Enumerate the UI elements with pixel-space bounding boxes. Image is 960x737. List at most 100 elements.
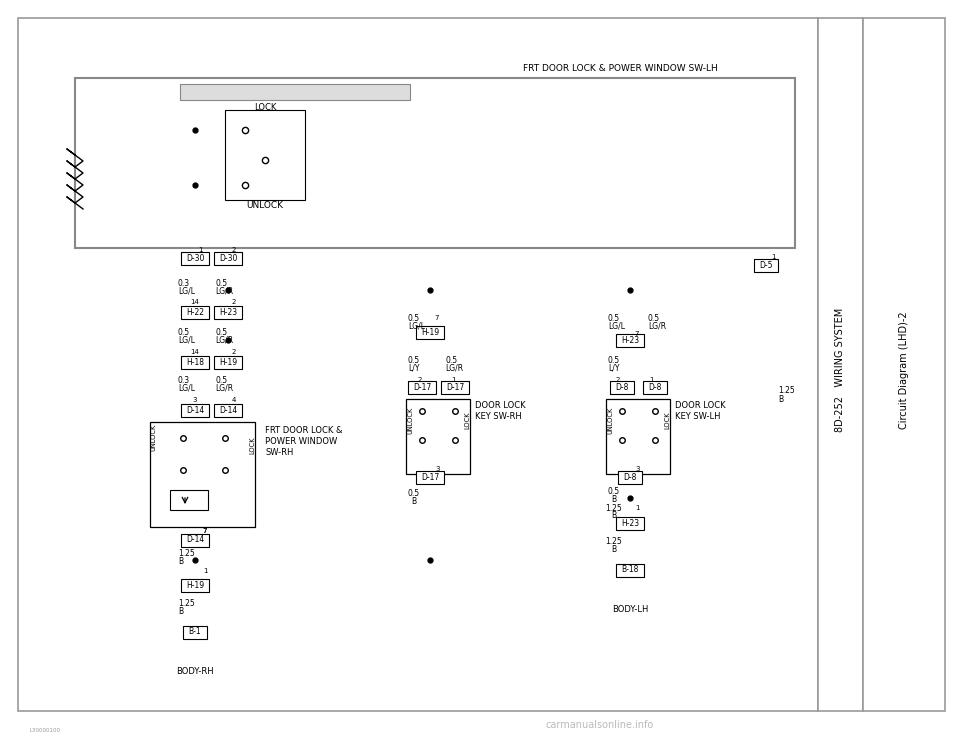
Text: B: B <box>178 556 183 565</box>
Text: H-22: H-22 <box>186 307 204 316</box>
Text: LOCK: LOCK <box>249 436 255 454</box>
Bar <box>181 534 209 547</box>
Text: D-17: D-17 <box>445 383 464 391</box>
Text: UNLOCK: UNLOCK <box>607 406 613 433</box>
Text: H-19: H-19 <box>420 327 439 337</box>
Text: L/Y: L/Y <box>408 363 420 372</box>
Bar <box>225 110 305 200</box>
Text: LG/R: LG/R <box>648 321 666 330</box>
Bar <box>610 380 634 394</box>
Text: D-17: D-17 <box>420 472 439 481</box>
Text: D-30: D-30 <box>219 254 237 262</box>
Text: 0.5: 0.5 <box>608 486 620 495</box>
Text: D-14: D-14 <box>186 536 204 545</box>
Text: 0.5: 0.5 <box>215 375 228 385</box>
Bar <box>616 517 644 529</box>
Text: B-18: B-18 <box>621 565 638 575</box>
Text: D-8: D-8 <box>623 472 636 481</box>
Bar <box>183 626 207 638</box>
Text: 0.5: 0.5 <box>408 355 420 365</box>
Text: 1: 1 <box>649 377 653 383</box>
Text: D-14: D-14 <box>219 405 237 414</box>
Text: L/Y: L/Y <box>608 363 619 372</box>
Bar <box>863 18 945 711</box>
Text: 0.5: 0.5 <box>178 327 190 337</box>
Text: 1: 1 <box>635 505 639 511</box>
Bar <box>616 564 644 576</box>
Bar <box>754 259 778 271</box>
Text: LOCK: LOCK <box>464 411 470 429</box>
Bar <box>214 251 242 265</box>
Bar <box>214 403 242 416</box>
Text: 1: 1 <box>451 377 455 383</box>
Text: 2: 2 <box>231 349 236 355</box>
Text: B: B <box>412 497 417 506</box>
Text: 7: 7 <box>635 331 639 337</box>
Text: LG/L: LG/L <box>408 321 425 330</box>
Bar <box>818 18 863 711</box>
Text: 0.3: 0.3 <box>178 279 190 287</box>
Text: B: B <box>612 511 616 520</box>
Text: 1.25: 1.25 <box>178 548 195 557</box>
Bar <box>441 380 469 394</box>
Text: FRT DOOR LOCK &: FRT DOOR LOCK & <box>265 425 343 435</box>
Text: 2: 2 <box>615 377 620 383</box>
Text: 1.25: 1.25 <box>778 385 795 394</box>
Text: 3: 3 <box>636 466 640 472</box>
Text: LOCK: LOCK <box>664 411 670 429</box>
Text: DOOR LOCK: DOOR LOCK <box>675 400 726 410</box>
Text: 14: 14 <box>191 299 200 305</box>
Text: LG/L: LG/L <box>178 287 195 296</box>
Text: B: B <box>612 495 616 503</box>
Text: 0.3: 0.3 <box>178 375 190 385</box>
Text: UNLOCK: UNLOCK <box>247 200 283 209</box>
Text: 0.5: 0.5 <box>408 313 420 323</box>
Text: BODY-LH: BODY-LH <box>612 606 648 615</box>
Bar <box>75 78 795 248</box>
Text: H-23: H-23 <box>621 335 639 344</box>
Text: BODY-RH: BODY-RH <box>177 668 214 677</box>
Bar <box>416 326 444 338</box>
Text: KEY SW-LH: KEY SW-LH <box>675 411 721 421</box>
Text: H-23: H-23 <box>621 519 639 528</box>
Text: 0.5: 0.5 <box>608 355 620 365</box>
Text: carmanualsonline.info: carmanualsonline.info <box>546 720 654 730</box>
Bar <box>214 306 242 318</box>
Text: 2: 2 <box>231 247 236 253</box>
Text: DOOR LOCK: DOOR LOCK <box>475 400 526 410</box>
Text: D-5: D-5 <box>759 260 773 270</box>
Bar <box>181 306 209 318</box>
Text: LG/R: LG/R <box>215 287 233 296</box>
Text: 7: 7 <box>203 528 207 534</box>
Bar <box>170 490 208 510</box>
Text: 7: 7 <box>435 315 440 321</box>
Text: D-17: D-17 <box>413 383 431 391</box>
Text: 14: 14 <box>191 349 200 355</box>
Text: LG/R: LG/R <box>215 335 233 344</box>
Text: D-30: D-30 <box>186 254 204 262</box>
Text: 1.25: 1.25 <box>606 537 622 545</box>
Text: 0.5: 0.5 <box>215 279 228 287</box>
Text: LG/R: LG/R <box>445 363 463 372</box>
Bar <box>214 355 242 368</box>
Text: 3: 3 <box>436 466 441 472</box>
Text: 1: 1 <box>198 247 203 253</box>
Text: 2: 2 <box>418 377 422 383</box>
Text: 3: 3 <box>193 397 197 403</box>
Bar <box>606 399 670 474</box>
Text: 8D-252   WIRING SYSTEM: 8D-252 WIRING SYSTEM <box>835 308 845 432</box>
Text: 7: 7 <box>203 528 207 534</box>
Text: 0.5: 0.5 <box>648 313 660 323</box>
Bar <box>181 403 209 416</box>
Text: UNLOCK: UNLOCK <box>150 423 156 450</box>
Text: UNLOCK: UNLOCK <box>407 406 413 433</box>
Text: 0.5: 0.5 <box>608 313 620 323</box>
Bar <box>181 355 209 368</box>
Text: B-1: B-1 <box>189 627 202 637</box>
Bar <box>616 334 644 346</box>
Text: 2: 2 <box>231 299 236 305</box>
Text: POWER WINDOW: POWER WINDOW <box>265 436 337 445</box>
Text: 0.5: 0.5 <box>445 355 457 365</box>
Text: LG/L: LG/L <box>178 335 195 344</box>
Text: LG/L: LG/L <box>178 383 195 393</box>
